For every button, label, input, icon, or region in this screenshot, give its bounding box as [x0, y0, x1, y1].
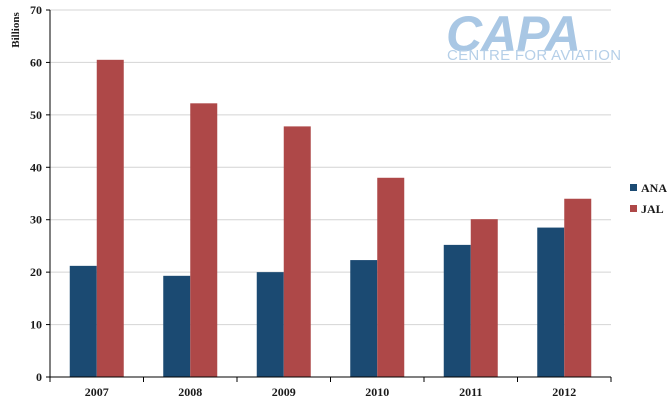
- y-tick-label: 0: [36, 370, 42, 384]
- y-tick-label: 60: [30, 55, 42, 69]
- legend-swatch-ana: [630, 184, 637, 191]
- bar-ana-2012: [537, 227, 565, 377]
- y-tick-label: 50: [30, 108, 42, 122]
- bars: [69, 59, 592, 378]
- bar-ana-2009: [256, 272, 284, 377]
- x-tick-label: 2012: [552, 385, 576, 399]
- bar-ana-2008: [163, 275, 191, 377]
- y-tick-label: 70: [30, 3, 42, 17]
- bar-jal-2010: [377, 177, 405, 377]
- bar-jal-2007: [96, 59, 124, 378]
- x-tick-label: 2011: [459, 385, 482, 399]
- y-axis-ticks: 0 10 20 30 40 50 60 70: [30, 3, 51, 384]
- x-tick-label: 2010: [365, 385, 389, 399]
- x-tick-label: 2007: [85, 385, 109, 399]
- bar-ana-2010: [350, 260, 378, 377]
- bar-ana-2011: [443, 244, 471, 377]
- y-axis-label: Billions: [10, 12, 22, 48]
- y-tick-label: 30: [30, 213, 42, 227]
- bar-ana-2007: [69, 265, 97, 377]
- bar-jal-2011: [470, 219, 498, 377]
- x-tick-label: 2008: [178, 385, 202, 399]
- capa-logo: CAPA CENTRE FOR AVIATION: [446, 6, 621, 64]
- y-tick-label: 40: [30, 160, 42, 174]
- legend-label-jal: JAL: [641, 202, 664, 216]
- bar-jal-2008: [190, 103, 218, 377]
- y-tick-label: 20: [30, 265, 42, 279]
- logo-tagline: CENTRE FOR AVIATION: [447, 47, 621, 64]
- legend-swatch-jal: [630, 205, 637, 212]
- legend-label-ana: ANA: [641, 181, 667, 195]
- legend: ANA JAL: [630, 181, 667, 216]
- gridlines: [50, 9, 611, 326]
- x-tick-label: 2009: [272, 385, 296, 399]
- y-tick-label: 10: [30, 318, 42, 332]
- bar-jal-2009: [283, 126, 311, 378]
- logo-wordmark: CAPA: [446, 6, 580, 62]
- bar-jal-2012: [564, 198, 592, 377]
- x-axis-ticks: 2007 2008 2009 2010 2011 2012: [49, 377, 612, 399]
